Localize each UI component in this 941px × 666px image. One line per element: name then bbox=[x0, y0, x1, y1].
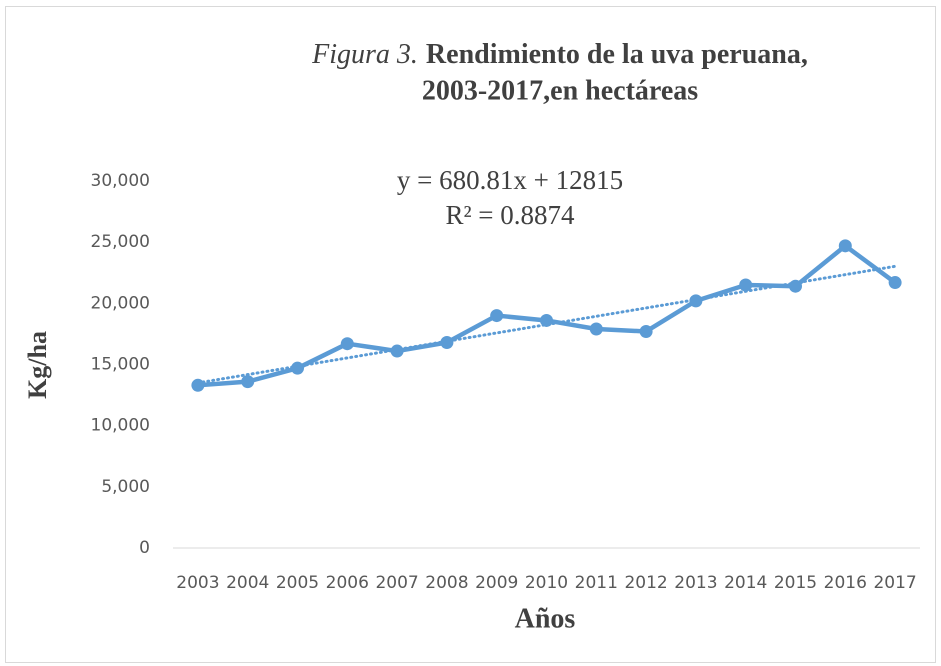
x-tick-label: 2004 bbox=[226, 573, 269, 593]
data-point bbox=[739, 278, 753, 292]
data-point bbox=[888, 276, 902, 290]
x-tick-label: 2008 bbox=[425, 573, 468, 593]
data-point bbox=[789, 279, 802, 293]
y-tick-label: 20,000 bbox=[91, 293, 150, 313]
x-tick-label: 2015 bbox=[774, 573, 817, 593]
data-point bbox=[241, 375, 255, 389]
data-point bbox=[540, 313, 553, 327]
chart-title: Figura 3. Rendimiento de la uva peruana, bbox=[311, 39, 808, 70]
data-point bbox=[340, 337, 354, 351]
x-tick-label: 2017 bbox=[873, 573, 916, 593]
x-tick-label: 2012 bbox=[624, 573, 667, 593]
y-tick-label: 0 bbox=[139, 538, 150, 558]
y-tick-label: 30,000 bbox=[91, 171, 150, 191]
data-point bbox=[689, 294, 703, 308]
y-tick-label: 15,000 bbox=[91, 355, 150, 375]
y-axis-label: Kg/ha bbox=[23, 331, 52, 399]
x-tick-label: 2007 bbox=[375, 573, 418, 593]
chart-frame bbox=[5, 6, 936, 663]
x-tick-label: 2003 bbox=[176, 573, 219, 593]
data-point bbox=[291, 361, 304, 375]
title-prefix: Figura 3. bbox=[311, 39, 418, 70]
x-tick-label: 2013 bbox=[674, 573, 717, 593]
x-axis-label: Años bbox=[515, 603, 576, 634]
x-tick-label: 2009 bbox=[475, 573, 518, 593]
x-tick-label: 2006 bbox=[326, 573, 369, 593]
data-point bbox=[490, 309, 504, 323]
title-line: Rendimiento de la uva peruana, bbox=[426, 39, 808, 70]
title-line: 2003-2017,en hectáreas bbox=[422, 75, 698, 106]
x-tick-label: 2014 bbox=[724, 573, 767, 593]
annotation: R² = 0.8874 bbox=[445, 200, 575, 230]
y-tick-label: 10,000 bbox=[91, 416, 150, 436]
data-point bbox=[440, 335, 454, 349]
data-point bbox=[589, 322, 603, 336]
y-tick-label: 5,000 bbox=[101, 477, 150, 497]
data-point bbox=[838, 239, 852, 253]
x-tick-label: 2016 bbox=[824, 573, 867, 593]
x-tick-label: 2011 bbox=[575, 573, 618, 593]
data-point bbox=[390, 344, 404, 358]
data-point bbox=[639, 324, 653, 338]
y-tick-label: 25,000 bbox=[91, 232, 150, 252]
x-tick-label: 2010 bbox=[525, 573, 568, 593]
x-tick-label: 2005 bbox=[276, 573, 319, 593]
data-point bbox=[191, 378, 205, 392]
annotation: y = 680.81x + 12815 bbox=[397, 165, 623, 195]
